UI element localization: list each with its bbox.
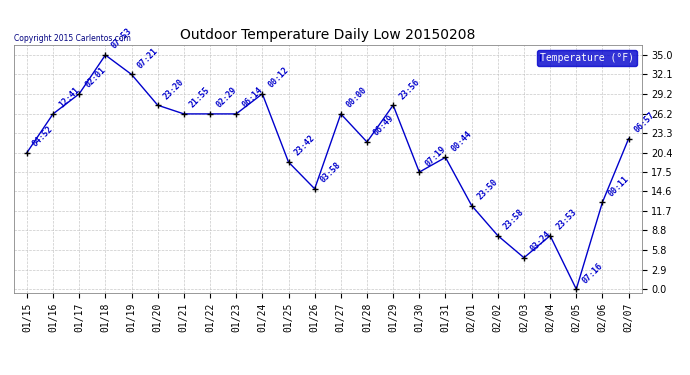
Text: 23:20: 23:20 xyxy=(162,77,186,101)
Text: 23:53: 23:53 xyxy=(554,207,578,231)
Text: 12:41: 12:41 xyxy=(57,86,81,110)
Text: 00:44: 00:44 xyxy=(450,129,474,153)
Text: 07:16: 07:16 xyxy=(580,261,604,285)
Text: 07:53: 07:53 xyxy=(110,27,134,51)
Text: 23:42: 23:42 xyxy=(293,134,317,158)
Text: 02:29: 02:29 xyxy=(214,86,238,110)
Text: 03:24: 03:24 xyxy=(528,230,552,254)
Text: 02:01: 02:01 xyxy=(83,66,108,90)
Text: 00:00: 00:00 xyxy=(345,86,369,110)
Text: 07:21: 07:21 xyxy=(136,46,160,70)
Text: 23:56: 23:56 xyxy=(397,77,422,101)
Text: 00:12: 00:12 xyxy=(266,66,290,90)
Text: 06:49: 06:49 xyxy=(371,114,395,138)
Text: Copyright 2015 Carlentos.com: Copyright 2015 Carlentos.com xyxy=(14,33,130,42)
Text: 07:19: 07:19 xyxy=(424,144,448,168)
Text: 04:52: 04:52 xyxy=(31,124,55,148)
Text: 23:50: 23:50 xyxy=(476,177,500,201)
Title: Outdoor Temperature Daily Low 20150208: Outdoor Temperature Daily Low 20150208 xyxy=(180,28,475,42)
Text: 00:11: 00:11 xyxy=(607,174,631,198)
Text: 03:58: 03:58 xyxy=(319,160,343,184)
Text: 06:14: 06:14 xyxy=(240,86,264,110)
Legend: Temperature (°F): Temperature (°F) xyxy=(537,50,637,66)
Text: 06:57: 06:57 xyxy=(633,111,657,135)
Text: 21:55: 21:55 xyxy=(188,86,212,110)
Text: 23:58: 23:58 xyxy=(502,207,526,231)
